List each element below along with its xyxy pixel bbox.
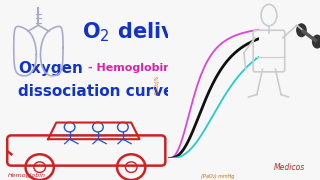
Circle shape [313, 35, 320, 48]
Text: O$_2$ delivery: O$_2$ delivery [82, 20, 214, 44]
Text: (PaO₂) mmHg: (PaO₂) mmHg [202, 174, 235, 179]
Text: Oxygen: Oxygen [18, 60, 83, 75]
Text: &: & [217, 23, 233, 41]
Circle shape [297, 24, 306, 37]
Text: dissociation curve: dissociation curve [18, 84, 173, 100]
Text: (SaO₂)%: (SaO₂)% [155, 75, 160, 95]
Text: Hemoglobin: Hemoglobin [8, 174, 46, 179]
Text: - Hemoglobin: - Hemoglobin [88, 63, 171, 73]
Text: Medicos: Medicos [274, 163, 305, 172]
